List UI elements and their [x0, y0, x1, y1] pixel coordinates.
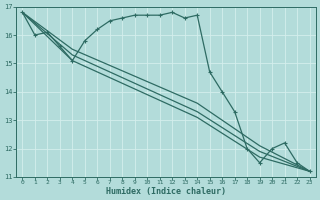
X-axis label: Humidex (Indice chaleur): Humidex (Indice chaleur): [106, 187, 226, 196]
